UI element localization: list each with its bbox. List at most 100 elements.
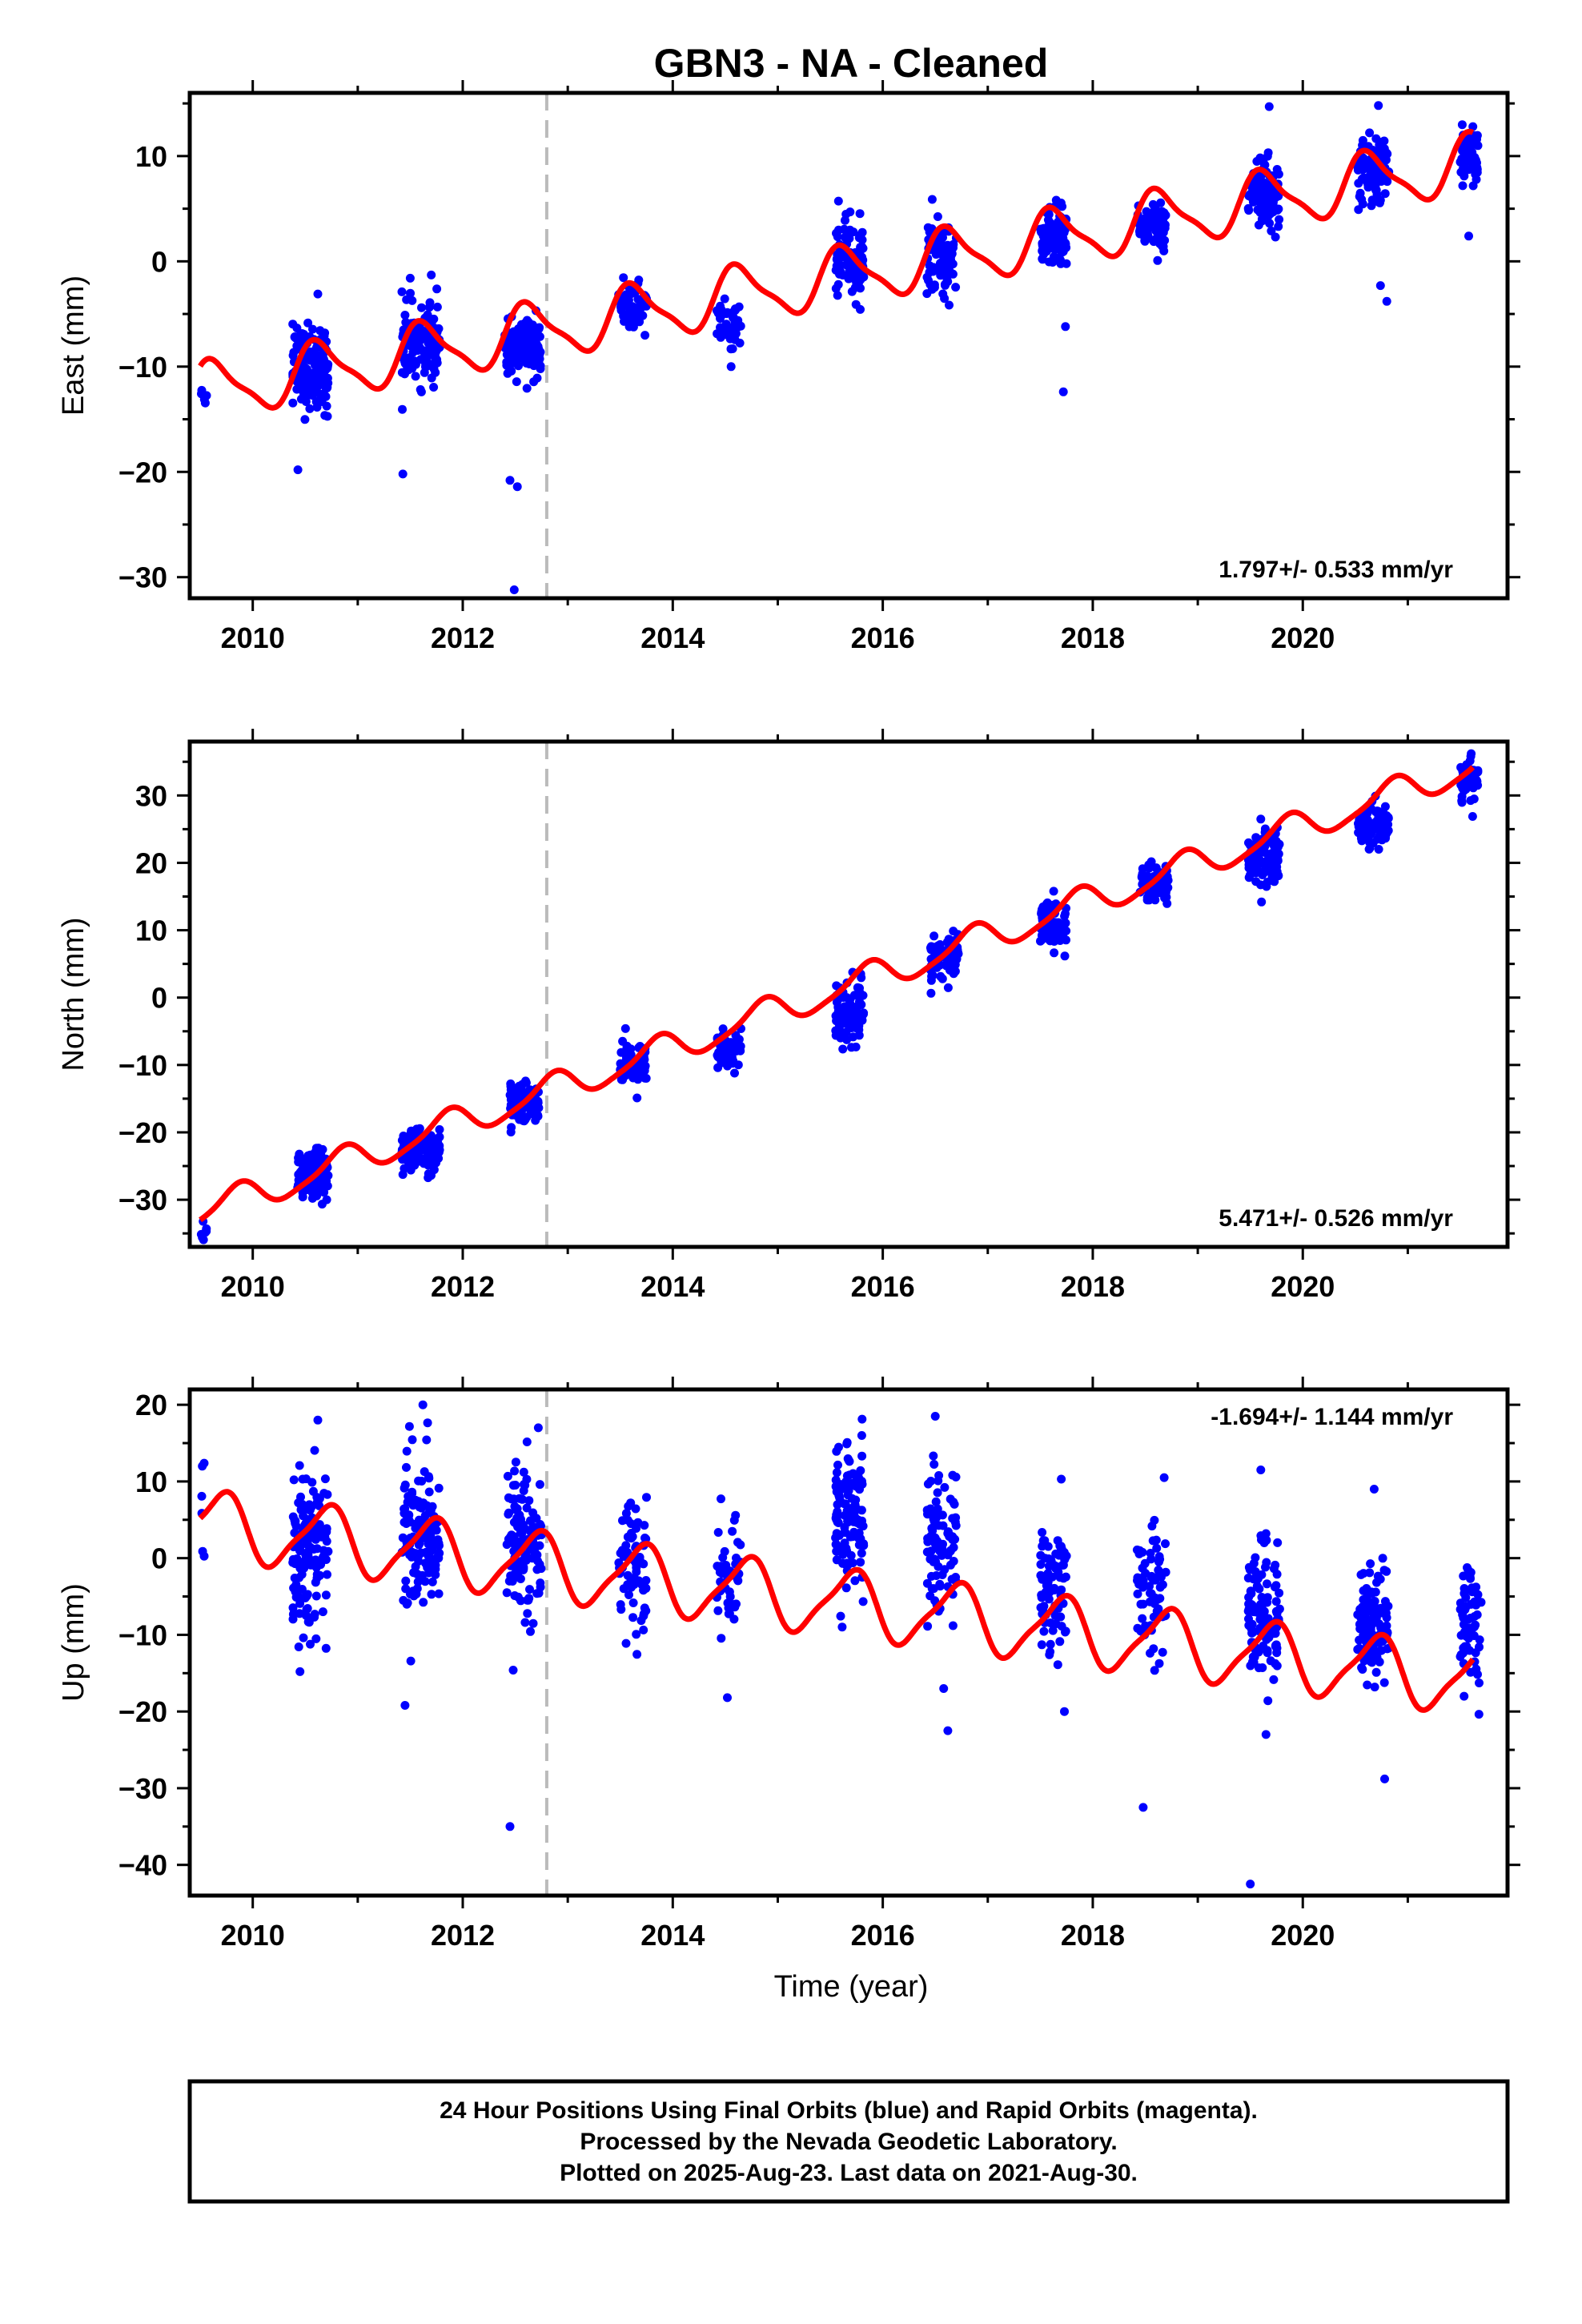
x-tick-label: 2020 [1271,621,1335,654]
data-point [843,1454,853,1463]
data-point [1061,1627,1070,1637]
data-point [318,1144,327,1154]
data-point [621,1046,631,1055]
data-point [512,482,522,492]
data-point [858,991,868,1000]
data-point [729,313,738,323]
data-point [716,301,725,311]
data-point [198,1462,207,1471]
data-point [926,975,936,985]
data-point [726,344,736,354]
data-point [833,196,843,206]
data-point [1355,191,1364,201]
data-point [410,1160,420,1170]
data-point [417,1477,427,1486]
x-tick-label: 2014 [640,1270,705,1303]
data-point [311,344,321,352]
data-point [432,302,442,312]
data-point [1251,1567,1260,1576]
data-point [313,380,323,389]
data-point [1048,1626,1058,1635]
data-point [1383,177,1392,187]
data-point [523,1609,532,1618]
data-point [1357,1663,1367,1672]
data-point [641,1583,651,1593]
data-point [1374,101,1383,111]
data-point [1042,1581,1051,1590]
data-point [404,1162,412,1172]
x-tick-label: 2012 [431,1270,495,1303]
data-point [1458,783,1468,793]
y-tick-label: −40 [118,1849,167,1882]
data-point [1262,882,1271,891]
data-point [930,1596,940,1606]
data-point [1149,237,1158,247]
data-point [505,358,515,368]
data-point [292,324,302,333]
data-point [1051,1619,1061,1629]
y-tick-label: 10 [135,1466,167,1498]
x-tick-label: 2020 [1271,1919,1335,1952]
data-point [1379,1678,1389,1687]
data-point [1057,247,1066,257]
data-point [1250,1652,1259,1662]
data-point [406,288,415,298]
data-point [1458,1610,1468,1619]
data-point [525,1585,534,1594]
data-point [417,303,426,312]
data-point [419,1598,428,1607]
data-point [1248,183,1258,193]
data-point [1251,877,1261,887]
data-point [636,304,646,312]
data-point [850,1500,860,1510]
data-point [1378,1554,1387,1563]
data-point [1250,858,1259,868]
data-point [856,231,865,240]
data-point [1161,1567,1170,1577]
data-point [510,1466,520,1476]
data-point [926,1571,936,1581]
data-point [1371,1587,1380,1597]
data-point [509,327,519,336]
data-point [943,983,953,992]
data-point [943,955,953,964]
data-point [1366,170,1375,179]
data-point [310,1148,319,1157]
x-tick-label: 2018 [1061,1919,1125,1952]
data-point [401,357,411,366]
data-point [506,1100,516,1110]
data-point [726,1054,736,1063]
data-point [1039,1626,1049,1636]
data-point [854,1518,864,1527]
y-axis-label: North (mm) [57,917,90,1071]
data-point [1154,1604,1163,1614]
data-point [504,1510,513,1519]
data-point [929,1451,938,1461]
data-point [1056,934,1066,943]
data-point [504,1576,514,1586]
data-point [623,1548,632,1558]
data-point [833,232,842,242]
data-point [726,362,736,372]
data-point [1271,1560,1280,1570]
data-point [1262,1558,1271,1567]
data-point [434,1589,444,1598]
data-point [841,1583,851,1593]
data-point [305,352,315,361]
data-point [427,270,436,279]
data-point [1379,1566,1389,1575]
y-tick-label: −10 [118,351,167,384]
data-point [723,1598,733,1608]
data-point [716,314,725,324]
data-point [400,1701,410,1710]
data-point [1364,838,1374,847]
data-point [836,1611,845,1621]
data-point [398,404,407,414]
data-point [291,1587,300,1597]
data-point [1359,164,1368,174]
data-point [832,254,841,263]
data-point [945,300,954,310]
data-point [731,1031,741,1040]
data-point [922,1547,932,1557]
data-point [1458,164,1468,174]
